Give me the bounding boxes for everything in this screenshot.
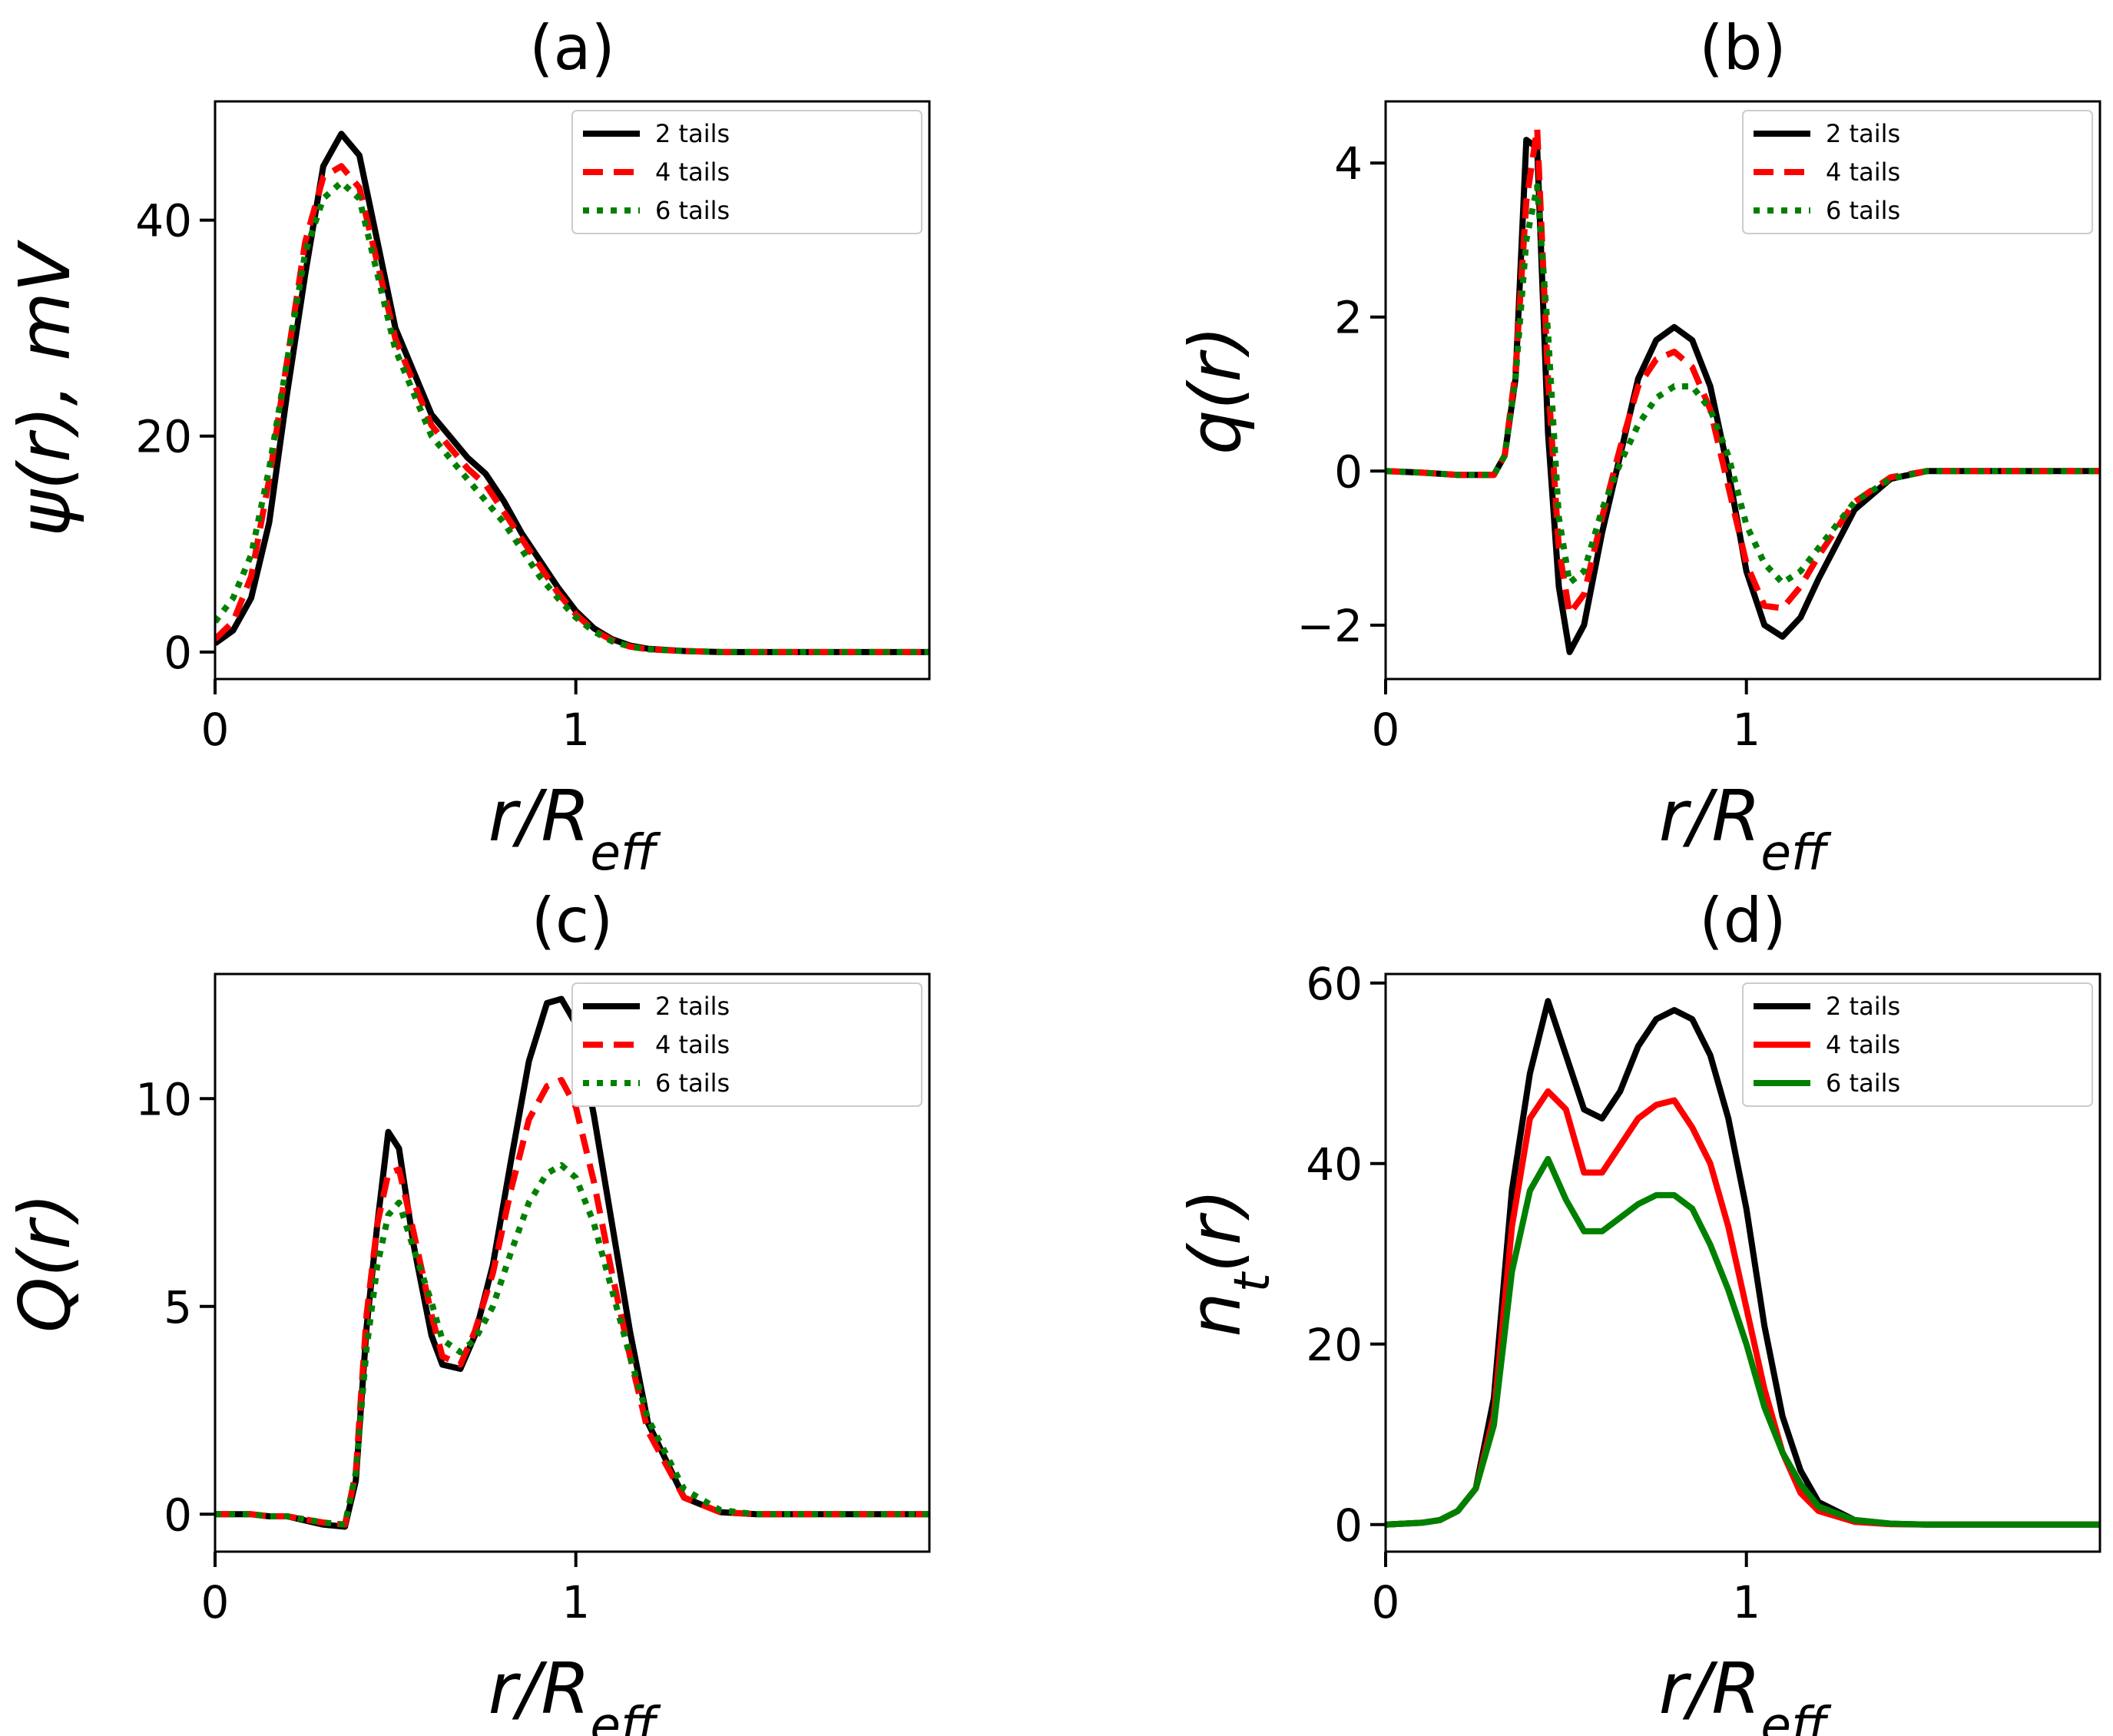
legend-label: 6 tails — [1826, 196, 1900, 225]
series-line-4-tails — [1386, 125, 2100, 617]
y-tick-label: 20 — [135, 411, 192, 463]
x-tick-label: 0 — [201, 704, 230, 756]
y-tick-label: 40 — [1306, 1138, 1363, 1191]
x-tick-label: 1 — [561, 1576, 590, 1628]
x-axis-label: r/Reff — [1659, 1648, 1832, 1736]
y-tick-label: 10 — [135, 1073, 192, 1125]
legend-box — [1742, 110, 2093, 234]
y-tick-label: 40 — [135, 195, 192, 247]
legend: 2 tails 4 tails 6 tails — [571, 982, 922, 1107]
legend-label: 2 tails — [1826, 992, 1900, 1021]
x-tick-label: 0 — [1372, 704, 1400, 756]
plot-frame — [1384, 100, 2101, 681]
y-tick-label: 5 — [164, 1281, 192, 1333]
legend: 2 tails 4 tails 6 tails — [571, 110, 922, 234]
x-axis-label: r/Reff — [489, 1648, 661, 1736]
y-tick-label: 0 — [164, 627, 192, 679]
y-tick-label: 4 — [1334, 137, 1363, 190]
legend-box — [571, 110, 922, 234]
legend-label: 4 tails — [655, 157, 730, 187]
y-tick-label: 20 — [1306, 1319, 1363, 1371]
legend-label: 4 tails — [655, 1030, 730, 1059]
y-tick-label: 2 — [1334, 292, 1363, 344]
legend-label: 4 tails — [1826, 1030, 1900, 1059]
legend-label: 2 tails — [655, 119, 730, 148]
legend-box — [1742, 982, 2093, 1107]
plot-frame — [214, 972, 931, 1553]
legend-box — [571, 982, 922, 1107]
plot-frame — [1384, 972, 2101, 1553]
x-tick-label: 1 — [561, 704, 590, 756]
panel-title: (d) — [1699, 885, 1786, 956]
series-line-4-tails — [215, 163, 929, 655]
y-axis-label: Q(r) — [4, 1193, 86, 1333]
x-axis-label: r/Reff — [1659, 775, 1832, 882]
x-tick-label: 0 — [1372, 1576, 1400, 1628]
y-tick-label: 0 — [1334, 446, 1363, 498]
panel-title: (b) — [1699, 12, 1786, 84]
panel-title: (c) — [532, 885, 613, 956]
panel-title: (a) — [529, 12, 614, 84]
legend-label: 6 tails — [1826, 1068, 1900, 1098]
y-tick-label: 60 — [1306, 958, 1363, 1010]
legend: 2 tails 4 tails 6 tails — [1742, 982, 2093, 1107]
legend-label: 2 tails — [655, 992, 730, 1021]
legend-label: 6 tails — [655, 196, 730, 225]
legend-label: 4 tails — [1826, 157, 1900, 187]
legend-label: 6 tails — [655, 1068, 730, 1098]
legend: 2 tails 4 tails 6 tails — [1742, 110, 2093, 234]
series-line-6-tails — [1386, 1155, 2100, 1528]
series-line-6-tails — [1386, 183, 2100, 586]
y-tick-label: 0 — [164, 1489, 192, 1541]
series-line-6-tails — [215, 179, 929, 655]
y-tick-label: 0 — [1334, 1499, 1363, 1552]
x-tick-label: 1 — [1732, 704, 1760, 756]
plot-frame — [214, 100, 931, 681]
series-line-4-tails — [215, 1077, 929, 1528]
y-axis-label: nt(r) — [1174, 1188, 1281, 1337]
series-line-4-tails — [1386, 1088, 2100, 1528]
y-axis-label: q(r) — [1174, 326, 1257, 455]
x-tick-label: 1 — [1732, 1576, 1760, 1628]
y-tick-label: −2 — [1297, 600, 1363, 652]
y-axis-label: ψ(r), mV — [4, 239, 86, 536]
x-tick-label: 0 — [201, 1576, 230, 1628]
x-axis-label: r/Reff — [489, 775, 661, 882]
series-line-6-tails — [215, 1161, 929, 1528]
legend-label: 2 tails — [1826, 119, 1900, 148]
